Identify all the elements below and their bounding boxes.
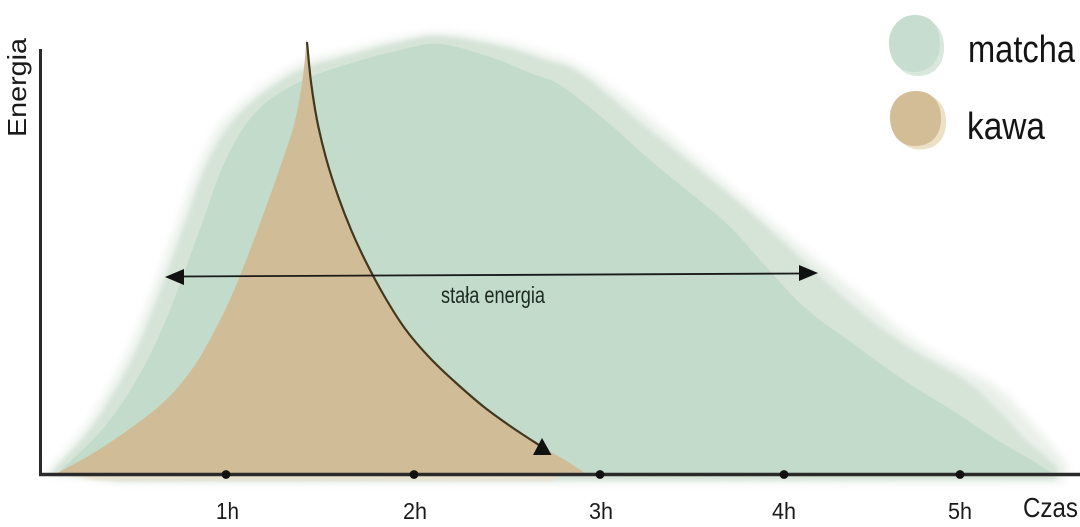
svg-text:Energia: Energia: [2, 37, 32, 137]
svg-text:5h: 5h: [948, 498, 972, 524]
svg-text:4h: 4h: [772, 498, 796, 524]
svg-text:kawa: kawa: [967, 106, 1046, 148]
svg-text:stała energia: stała energia: [441, 282, 545, 308]
svg-text:2h: 2h: [403, 498, 427, 524]
svg-text:matcha: matcha: [968, 29, 1076, 71]
svg-text:1h: 1h: [216, 498, 239, 524]
svg-text:Czas: Czas: [1023, 492, 1078, 523]
svg-text:3h: 3h: [589, 498, 613, 524]
